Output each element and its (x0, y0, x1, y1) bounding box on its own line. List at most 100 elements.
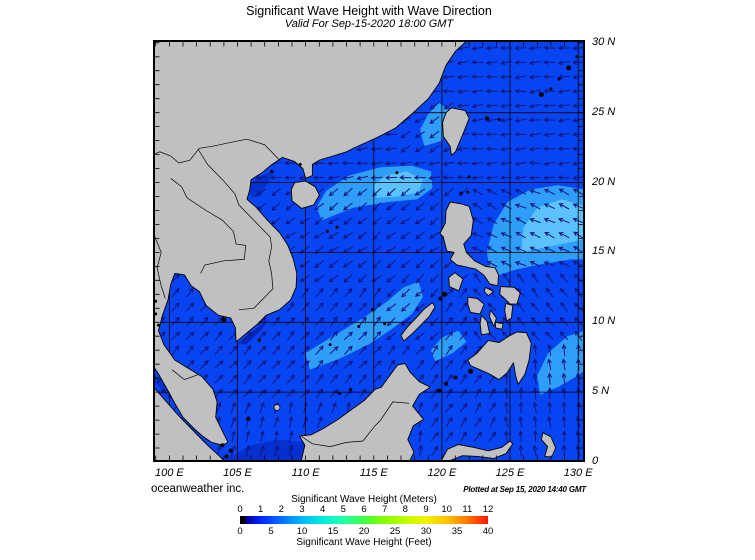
provider-credit: oceanweather inc. (151, 483, 245, 495)
legend-meters-tick: 10 (441, 504, 452, 515)
legend-meters-tick: 7 (382, 504, 388, 515)
wave-direction-arrow (518, 415, 524, 428)
wave-direction-arrow (429, 116, 440, 124)
wave-direction-arrow (557, 60, 570, 66)
lon-axis-label: 110 E (291, 467, 320, 479)
legend-meters-tick: 5 (340, 504, 346, 515)
wave-direction-arrow (257, 331, 267, 341)
wave-direction-arrow (313, 231, 325, 239)
wave-direction-arrow (456, 146, 469, 152)
wave-direction-arrow (543, 103, 556, 109)
wave-direction-arrow (284, 175, 297, 181)
wave-direction-arrow (444, 316, 454, 327)
wave-direction-arrow (518, 430, 524, 443)
wave-direction-arrow (400, 217, 411, 225)
wave-direction-arrow (531, 273, 540, 284)
wave-direction-arrow (515, 231, 526, 239)
wave-direction-arrow (487, 302, 497, 312)
wave-direction-arrow (387, 345, 396, 356)
legend-feet-tick: 20 (358, 526, 370, 537)
wave-direction-arrow (413, 161, 426, 166)
wave-direction-arrow (228, 374, 238, 384)
wave-direction-arrow (503, 430, 509, 443)
wave-direction-arrow (385, 231, 397, 239)
country-border (300, 401, 410, 447)
wave-direction-arrow (558, 261, 570, 267)
page-title: Significant Wave Height with Wave Direct… (246, 4, 492, 18)
wave-direction-arrow (557, 161, 570, 166)
land-borneo (299, 363, 431, 463)
wave-direction-arrow (529, 246, 541, 253)
land-hainan (290, 180, 320, 209)
wave-direction-arrow (543, 217, 556, 224)
wave-direction-arrow (460, 431, 467, 442)
wave-direction-arrow (402, 345, 410, 356)
wave-direction-arrow (284, 160, 297, 166)
island-speck (459, 191, 463, 195)
wave-direction-arrow (545, 301, 554, 312)
wave-direction-arrow (344, 287, 353, 298)
wave-direction-arrow (343, 274, 353, 283)
wave-direction-arrow (329, 302, 339, 312)
wave-direction-arrow (230, 401, 236, 414)
legend-feet-tick: 25 (389, 526, 401, 537)
wave-direction-arrow (532, 343, 538, 356)
island-speck (484, 116, 489, 121)
wave-direction-arrow (300, 345, 310, 355)
wave-direction-arrow (429, 202, 440, 211)
wave-direction-arrow (372, 345, 382, 355)
wave-direction-arrow (485, 117, 498, 123)
wave-direction-arrow (300, 389, 311, 398)
wave-direction-arrow (186, 345, 194, 356)
wave-direction-arrow (514, 88, 527, 94)
wave-direction-arrow (315, 331, 325, 341)
wave-direction-arrow (384, 175, 397, 181)
wave-direction-arrow (561, 358, 567, 371)
wave-direction-arrow (384, 146, 397, 152)
wave-direction-arrow (545, 273, 554, 284)
wave-direction-arrow (328, 217, 339, 225)
land-luzon (439, 201, 499, 287)
wave-direction-arrow (299, 260, 310, 268)
wave-direction-arrow (272, 345, 281, 355)
wave-direction-arrow (532, 387, 538, 400)
wave-direction-arrow (257, 360, 267, 369)
island-speck (442, 291, 448, 297)
legend-meters-tick: 6 (361, 504, 367, 515)
wave-direction-arrow (314, 317, 325, 326)
wave-direction-arrow (516, 273, 525, 284)
wave-direction-arrow (514, 118, 527, 123)
wave-direction-arrow (561, 415, 567, 428)
legend-feet-tick: 30 (420, 526, 432, 537)
wave-direction-arrow (384, 160, 397, 166)
wave-direction-arrow (373, 302, 382, 312)
wave-direction-arrow (286, 301, 295, 312)
wave-direction-arrow (431, 402, 439, 413)
island-speck (575, 55, 579, 59)
wave-direction-arrow (474, 402, 481, 414)
wave-direction-arrow (312, 175, 325, 181)
wave-direction-arrow (415, 231, 425, 240)
wave-direction-arrow (357, 274, 367, 283)
wave-direction-arrow (530, 302, 540, 312)
wave-direction-arrow (430, 359, 439, 370)
wave-direction-arrow (400, 145, 411, 153)
wave-direction-arrow (257, 374, 267, 384)
land-samar (499, 286, 521, 305)
wave-direction-arrow (503, 387, 509, 400)
wave-direction-arrow (485, 175, 498, 181)
wave-direction-arrow (557, 74, 570, 80)
lon-axis-label: 130 E (563, 467, 593, 479)
wave-direction-arrow (528, 74, 541, 80)
island-speck (325, 229, 329, 233)
wave-direction-arrow (302, 416, 308, 428)
wave-direction-arrow (400, 130, 411, 139)
wave-direction-arrow (314, 260, 325, 269)
wave-direction-arrow (386, 188, 396, 197)
wave-direction-arrow (200, 360, 209, 370)
wave-direction-arrow (328, 260, 339, 269)
wave-direction-arrow (214, 345, 224, 355)
lat-axis-label: 0 (592, 455, 599, 467)
legend-meters-tick: 0 (237, 504, 243, 515)
